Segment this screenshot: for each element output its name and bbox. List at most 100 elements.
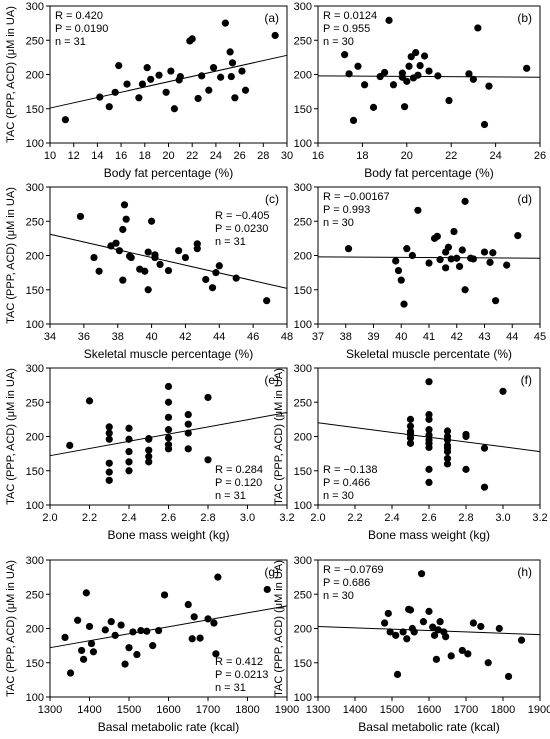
x-tick-label: 44 — [213, 331, 225, 343]
x-tick-label: 26 — [534, 150, 546, 162]
data-point — [208, 284, 217, 292]
data-point — [119, 225, 127, 234]
y-tick-label: 150 — [26, 466, 44, 478]
x-tick-label: 10 — [44, 150, 56, 162]
data-point — [400, 300, 408, 308]
data-point — [403, 635, 411, 643]
data-point — [144, 248, 152, 256]
data-point — [160, 591, 169, 599]
data-point — [61, 116, 70, 124]
panel-label: (f) — [521, 373, 532, 387]
data-point — [175, 247, 183, 255]
x-tick-label: 20 — [401, 150, 413, 162]
data-point — [425, 478, 433, 486]
stats-line: n = 31 — [215, 682, 246, 694]
data-point — [149, 642, 157, 650]
data-point — [484, 659, 492, 667]
stats-line: P = 0.0230 — [215, 223, 268, 235]
data-point — [145, 452, 153, 460]
data-point — [241, 86, 250, 94]
x-tick-label: 1900 — [528, 704, 550, 716]
x-tick-label: 14 — [91, 150, 103, 162]
x-tick-label: 16 — [115, 150, 127, 162]
data-point — [398, 69, 406, 77]
data-point — [202, 275, 210, 284]
panel-c: 34 36 38 40 42 44 46 48 100 150 200 250 300 Skeletal … — [5, 182, 293, 361]
data-point — [523, 64, 531, 72]
panel-label: (g) — [264, 565, 279, 579]
data-point — [369, 103, 378, 111]
x-axis-label: Body fat percentage (%) — [104, 166, 233, 180]
data-point — [443, 460, 452, 468]
data-point — [354, 62, 362, 70]
data-point — [480, 248, 489, 256]
data-point — [469, 619, 477, 627]
data-point — [499, 387, 507, 395]
data-point — [469, 255, 477, 263]
data-point — [392, 631, 400, 639]
data-point — [147, 217, 156, 225]
data-point — [469, 75, 477, 83]
data-point — [164, 266, 173, 275]
data-point — [85, 622, 94, 631]
data-point — [155, 71, 163, 79]
data-point — [121, 660, 129, 668]
stats-line: P = 0.0213 — [215, 669, 268, 681]
data-point — [477, 622, 485, 631]
stats-line: P = 0.993 — [323, 204, 370, 216]
data-point — [450, 227, 458, 236]
data-point — [164, 398, 173, 406]
data-point — [443, 427, 452, 435]
data-point — [425, 259, 433, 267]
x-tick-label: 18 — [139, 150, 151, 162]
x-tick-label: 39 — [367, 331, 379, 343]
y-tick-label: 100 — [26, 319, 44, 331]
x-tick-label: 16 — [312, 150, 324, 162]
data-point — [105, 423, 113, 431]
y-tick-label: 150 — [294, 658, 312, 670]
data-point — [447, 255, 455, 263]
data-point — [238, 67, 246, 75]
data-point — [406, 415, 415, 423]
y-tick-label: 150 — [294, 104, 312, 116]
data-point — [164, 382, 173, 391]
data-point — [394, 266, 403, 275]
x-tick-label: 46 — [247, 331, 259, 343]
data-point — [145, 446, 153, 454]
stats-line: R = −0.138 — [323, 464, 377, 476]
data-point — [205, 86, 213, 94]
data-point — [78, 646, 86, 655]
x-tick-label: 2.0 — [310, 512, 325, 524]
data-point — [112, 239, 120, 247]
y-tick-label: 150 — [294, 466, 312, 478]
data-point — [221, 19, 229, 27]
x-tick-label: 22 — [445, 150, 457, 162]
data-point — [228, 59, 237, 67]
data-point — [95, 267, 103, 275]
data-point — [231, 94, 239, 102]
data-point — [344, 245, 353, 253]
data-point — [181, 253, 190, 262]
data-point — [155, 626, 163, 635]
panel-d: 37 38 39 40 41 42 43 44 45 100 150 200 250 300 Skeleta… — [294, 182, 546, 361]
data-point — [425, 426, 433, 434]
data-point — [361, 81, 369, 89]
data-point — [101, 626, 109, 634]
y-tick-label: 300 — [294, 1, 312, 13]
data-point — [105, 459, 113, 467]
y-tick-label: 150 — [26, 285, 44, 297]
data-point — [418, 570, 426, 578]
y-tick-label: 200 — [294, 432, 312, 444]
data-point — [127, 253, 135, 262]
data-point — [232, 274, 240, 282]
data-point — [447, 652, 455, 660]
data-point — [414, 206, 422, 214]
y-tick-label: 200 — [294, 70, 312, 82]
data-point — [167, 67, 175, 75]
panel-g: 1300 1400 1500 1600 1700 1800 1900 100 150 200 250… — [5, 555, 299, 734]
data-point — [503, 261, 511, 269]
y-tick-label: 300 — [26, 363, 44, 375]
stats-line: P = 0.120 — [215, 477, 262, 489]
x-tick-label: 2.2 — [82, 512, 97, 524]
y-tick-label: 150 — [294, 285, 312, 297]
